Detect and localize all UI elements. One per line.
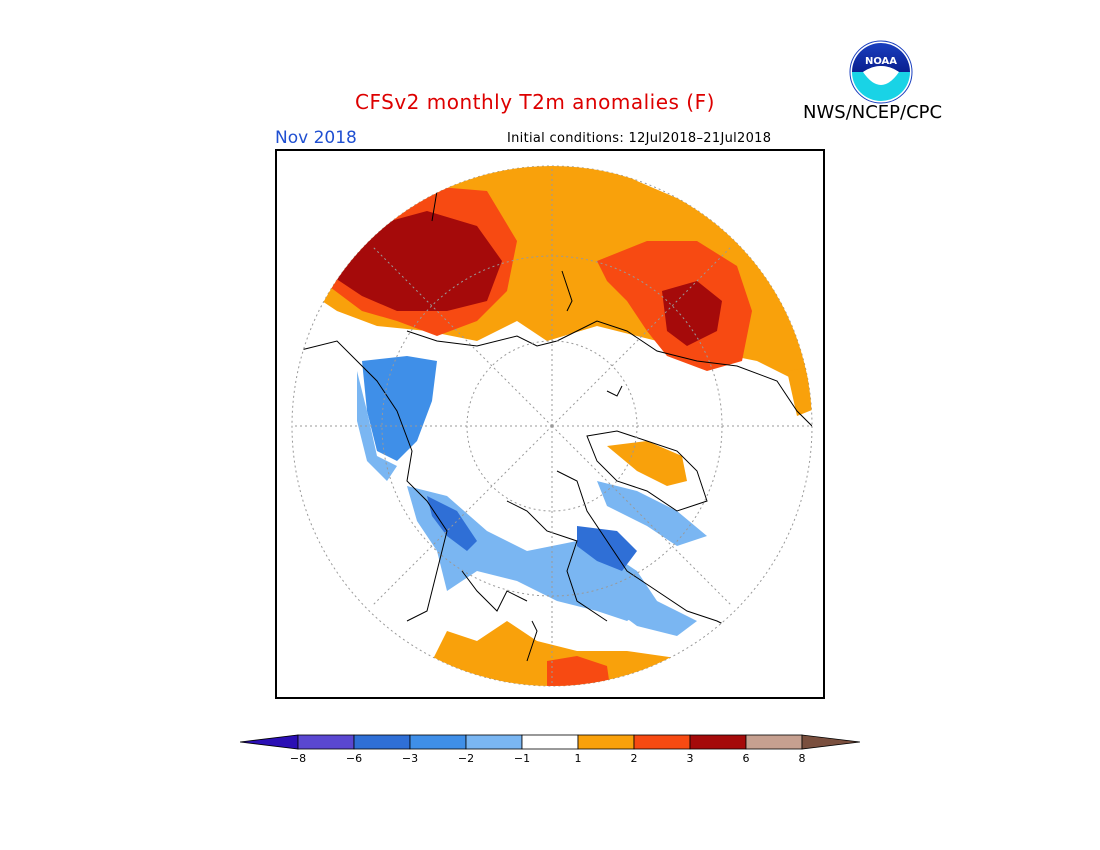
color-scale-tick-label: 2 — [630, 752, 638, 765]
color-scale-tick-label: −8 — [289, 752, 307, 765]
initial-conditions: Initial conditions: 12Jul2018–21Jul2018 — [507, 131, 772, 146]
color-bin-arrow-low — [239, 734, 299, 750]
anomaly-region-darkred-east — [662, 281, 722, 346]
anomaly-region-lightblue-east — [617, 591, 697, 636]
anomaly-region-orange-east-spots — [787, 366, 812, 416]
map-panel — [275, 149, 825, 699]
color-bin-arrow-high — [801, 734, 861, 750]
color-bin-3 — [409, 734, 467, 750]
anomaly-region-lightblue-arabia — [597, 481, 707, 546]
color-bin-4 — [465, 734, 523, 750]
anomaly-region-blue-america — [362, 356, 437, 461]
color-bin-8 — [689, 734, 747, 750]
logo-text: NOAA — [865, 56, 897, 67]
anomaly-region-darkblue-south — [427, 496, 477, 551]
graticule — [292, 166, 812, 686]
color-bin-6 — [577, 734, 635, 750]
color-bin-2 — [353, 734, 411, 750]
forecast-month: Nov 2018 — [275, 128, 357, 148]
color-scale-tick-label: 6 — [742, 752, 750, 765]
color-scale-tick-label: 3 — [686, 752, 694, 765]
anomaly-region-red-south — [547, 656, 612, 686]
color-scale-tick-label: 1 — [574, 752, 582, 765]
noaa-logo: NOAA — [849, 40, 913, 104]
agency-label: NWS/NCEP/CPC — [803, 102, 943, 123]
color-scale-tick-label: −2 — [457, 752, 475, 765]
anomaly-region-darkblue-central — [577, 526, 637, 571]
color-bin-1 — [297, 734, 355, 750]
color-scale-bar — [239, 733, 861, 773]
map-title: CFSv2 monthly T2m anomalies (F) — [355, 90, 715, 114]
color-scale-tick-label: 8 — [798, 752, 806, 765]
anomaly-region-lightblue-america — [357, 371, 397, 481]
color-scale-tick-label: −1 — [513, 752, 531, 765]
color-bin-9 — [745, 734, 803, 750]
anomaly-region-blue-south — [407, 486, 657, 621]
color-bin-5 — [521, 734, 579, 750]
anomaly-region-orange-arabia — [607, 441, 687, 486]
color-bin-7 — [633, 734, 691, 750]
color-scale-tick-label: −6 — [345, 752, 363, 765]
color-scale-tick-label: −3 — [401, 752, 419, 765]
polar-map — [291, 165, 813, 687]
coastlines — [296, 170, 812, 662]
